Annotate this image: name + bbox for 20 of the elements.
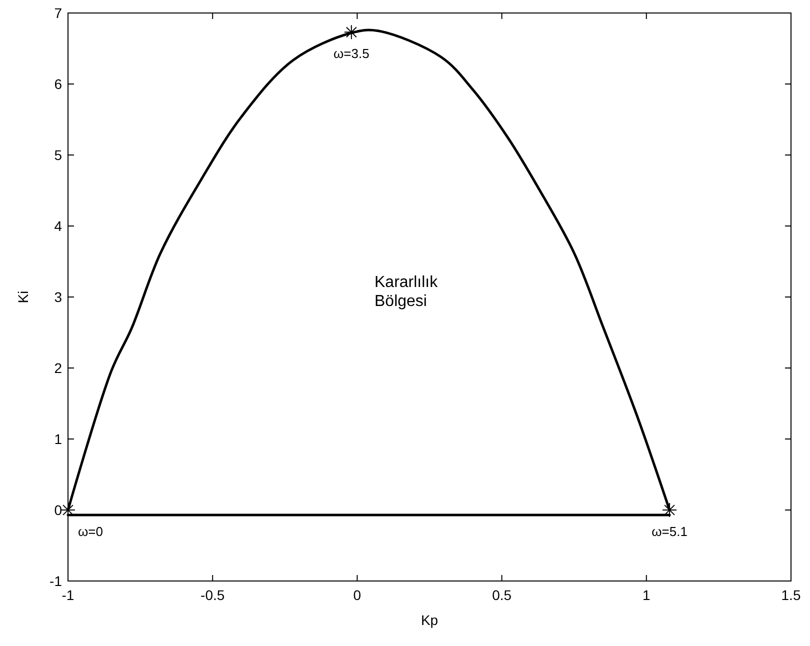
y-tick-label: 6 (54, 76, 62, 92)
y-tick-label: 0 (54, 502, 62, 518)
y-tick-label: 7 (54, 5, 62, 21)
x-tick-label: 0 (353, 587, 362, 603)
y-tick-label: 4 (54, 218, 62, 234)
annotation: ω=3.5 (334, 46, 370, 62)
y-axis-title: Ki (15, 290, 31, 304)
y-tick-label: 3 (54, 289, 62, 305)
annotation: Kararlılık Bölgesi (374, 274, 439, 310)
y-tick-label: 1 (54, 431, 62, 447)
y-tick-label: 2 (54, 360, 62, 376)
x-tick-label: 1.5 (781, 587, 801, 603)
x-tick-label: -0.5 (200, 587, 225, 603)
annotation: ω=5.1 (652, 524, 688, 539)
x-tick-label: 1 (642, 587, 650, 603)
x-axis-title: Kp (420, 612, 438, 628)
x-tick-label: 0.5 (492, 587, 512, 603)
y-tick-label: -1 (50, 573, 62, 589)
y-tick-label: 5 (54, 147, 62, 163)
annotation: ω=0 (78, 524, 103, 539)
